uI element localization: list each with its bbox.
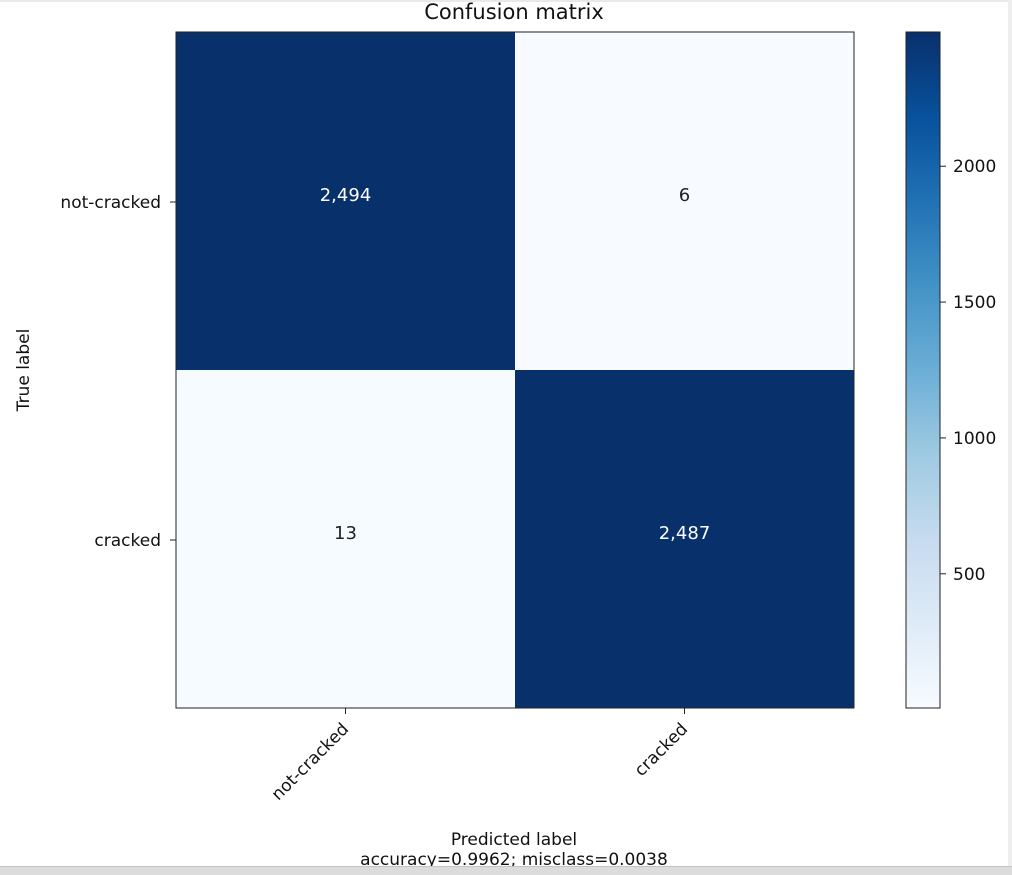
matrix-cell-r0-c1 — [515, 32, 854, 370]
x-axis-label: Predicted label — [451, 830, 577, 850]
cell-value-r0-c1: 6 — [679, 185, 690, 206]
colorbar-tick-label: 2000 — [953, 157, 996, 177]
colorbar: 500 1000 1500 2000 — [905, 31, 996, 709]
chart-title: Confusion matrix — [424, 0, 604, 24]
matrix-cells: 2,494 6 13 2,487 — [176, 32, 854, 708]
colorbar-tick-label: 500 — [953, 565, 985, 585]
matrix-cell-r1-c0 — [176, 370, 515, 708]
y-tick-label: not-cracked — [60, 193, 161, 213]
x-axis-ticks: not-cracked cracked — [268, 708, 692, 805]
x-tick-label: cracked — [631, 719, 692, 780]
colorbar-ticks: 500 1000 1500 2000 — [940, 157, 996, 585]
cell-value-r1-c0: 13 — [334, 523, 357, 544]
window-bottom-edge — [0, 866, 1012, 875]
matrix-frame — [175, 31, 855, 709]
cell-value-r1-c1: 2,487 — [659, 523, 711, 544]
window-top-edge — [0, 0, 1012, 2]
colorbar-tick-label: 1500 — [953, 293, 996, 313]
colorbar-gradient — [905, 31, 941, 709]
y-axis-label: True label — [14, 329, 34, 413]
x-tick-label: not-cracked — [268, 719, 353, 804]
y-axis-ticks: not-cracked cracked — [60, 193, 176, 551]
window-right-edge — [1008, 0, 1012, 866]
cell-value-r0-c0: 2,494 — [320, 185, 372, 206]
colorbar-tick-label: 1000 — [953, 429, 996, 449]
matrix-cell-r1-c1 — [515, 370, 854, 708]
y-tick-label: cracked — [94, 531, 161, 551]
matrix-cell-r0-c0 — [176, 32, 515, 370]
accuracy-footer: accuracy=0.9962; misclass=0.0038 — [360, 850, 668, 866]
